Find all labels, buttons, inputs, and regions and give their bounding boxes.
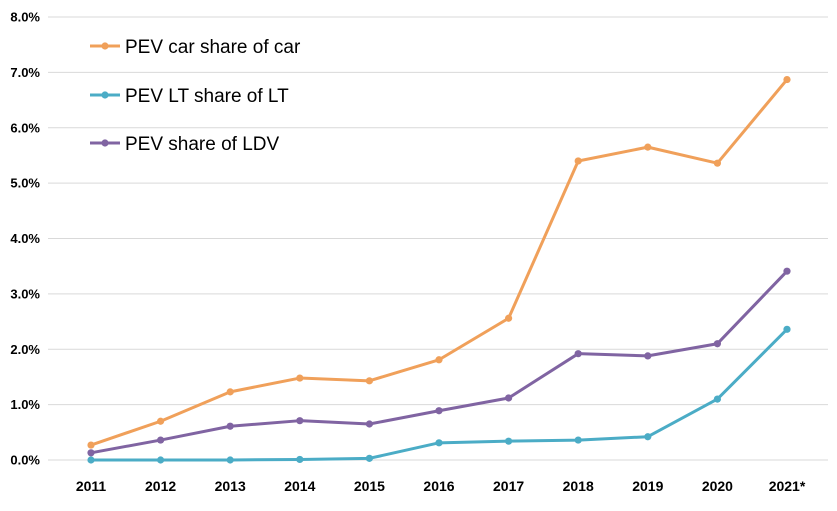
data-point <box>87 456 95 464</box>
data-point <box>713 340 722 348</box>
x-tick-label: 2020 <box>702 478 733 494</box>
x-tick-label: 2017 <box>493 478 524 494</box>
legend-label: PEV car share of car <box>125 37 301 58</box>
data-point <box>226 422 234 430</box>
x-tick-label: 2021* <box>769 478 806 494</box>
data-point <box>783 325 791 333</box>
y-tick-label: 0.0% <box>10 453 40 468</box>
data-point <box>226 456 234 464</box>
legend-label: PEV LT share of LT <box>125 86 289 107</box>
legend-item: PEV share of LDV <box>90 134 280 155</box>
data-point <box>435 356 443 364</box>
y-tick-label: 2.0% <box>10 342 40 357</box>
legend-item: PEV car share of car <box>90 37 301 58</box>
data-point <box>157 456 165 464</box>
x-tick-label: 2018 <box>563 478 594 494</box>
gridlines <box>48 16 828 461</box>
data-point <box>226 388 234 396</box>
x-tick-label: 2013 <box>215 478 246 494</box>
legend-label: PEV share of LDV <box>125 134 280 155</box>
data-point <box>713 159 722 167</box>
data-point <box>296 374 304 382</box>
series-pev-lt-share-of-lt <box>87 325 791 464</box>
y-tick-label: 6.0% <box>10 120 40 135</box>
data-point <box>87 441 95 449</box>
y-tick-label: 5.0% <box>10 176 40 191</box>
data-point <box>505 394 513 402</box>
legend-marker <box>101 91 109 99</box>
x-tick-label: 2015 <box>354 478 385 494</box>
data-point <box>435 407 443 415</box>
data-point <box>644 143 652 151</box>
data-point <box>644 433 652 441</box>
data-point <box>296 417 304 425</box>
data-point <box>713 395 722 403</box>
x-tick-label: 2019 <box>632 478 663 494</box>
data-point <box>365 377 373 385</box>
data-point <box>157 417 165 425</box>
data-point <box>435 439 443 447</box>
x-tick-label: 2012 <box>145 478 176 494</box>
x-tick-label: 2014 <box>284 478 315 494</box>
y-tick-label: 8.0% <box>10 10 40 25</box>
legend-marker <box>101 139 109 147</box>
x-tick-label: 2011 <box>76 478 107 494</box>
data-point <box>87 449 95 457</box>
y-tick-label: 1.0% <box>10 397 40 412</box>
data-point <box>157 436 165 444</box>
data-point <box>574 350 582 358</box>
data-point <box>296 455 304 464</box>
data-point <box>783 75 791 84</box>
series-pev-car-share-of-car <box>87 75 791 449</box>
y-tick-label: 4.0% <box>10 231 40 246</box>
legend-item: PEV LT share of LT <box>90 86 289 107</box>
data-point <box>644 352 652 360</box>
x-axis-ticks: 2011 2012 2013 2014 2015 2016 2017 2018 2019 2020… <box>76 478 806 494</box>
x-tick-label: 2016 <box>423 478 454 494</box>
legend: PEV car share of car PEV LT share of LT PE… <box>90 37 301 155</box>
data-point <box>505 437 513 445</box>
y-tick-label: 7.0% <box>10 65 40 80</box>
y-tick-label: 3.0% <box>10 286 40 301</box>
legend-marker <box>101 42 109 50</box>
y-axis-ticks: 0.0% 1.0% 2.0% 3.0% 4.0% 5.0% 6.0% 7.0% 8.0% <box>10 10 40 468</box>
data-point <box>574 436 582 444</box>
data-point <box>505 314 513 322</box>
series-lines <box>87 75 791 464</box>
series-pev-share-of-ldv <box>87 267 791 457</box>
data-point <box>365 454 373 462</box>
data-point <box>574 157 582 165</box>
data-point <box>365 420 373 428</box>
data-point <box>783 267 791 275</box>
